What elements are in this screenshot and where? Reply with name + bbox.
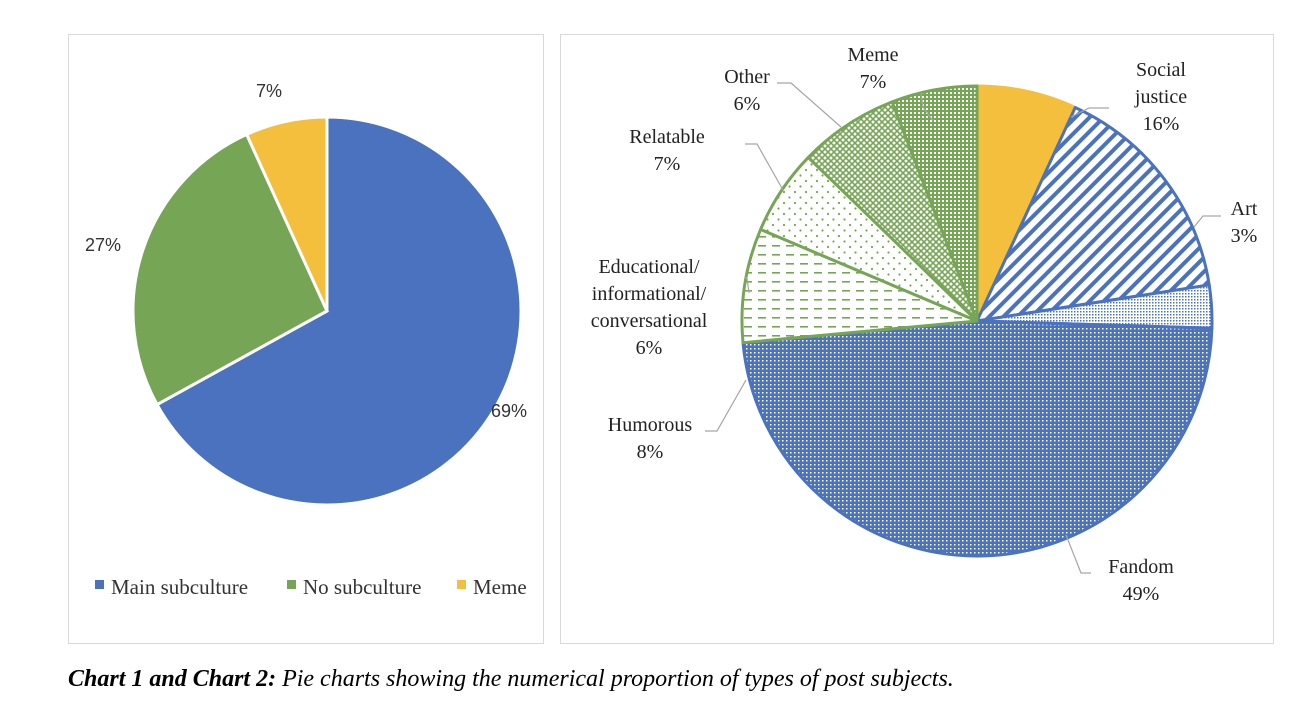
legend-swatch	[287, 580, 296, 589]
pie-slice-social-justice	[975, 106, 1211, 323]
leader-line-art	[1193, 215, 1221, 228]
legend-item-main-subculture: Main subculture	[95, 575, 248, 599]
leader-line-educational-informational-conversational	[745, 277, 750, 294]
legend-label: Meme	[473, 575, 527, 599]
slice-label-other: Other 6%	[724, 66, 770, 115]
slice-label-meme: 7%	[256, 81, 282, 101]
leader-line-other	[777, 82, 842, 128]
chart-2-pie: Meme 7% Social justice 16% Art 3% Fandom 49% Humo…	[591, 44, 1258, 605]
caption-bold: Chart 1 and Chart 2:	[68, 666, 277, 692]
pie-slice-humorous	[740, 227, 979, 345]
slice-label-social-justice: Social justice 16%	[1134, 59, 1187, 135]
figure-caption: Chart 1 and Chart 2: Pie charts showing …	[68, 666, 1268, 693]
pie-slice-other	[890, 84, 979, 323]
leader-line-social-justice	[1070, 107, 1109, 118]
legend-swatch	[95, 580, 104, 589]
slice-label-fandom: Fandom 49%	[1108, 556, 1174, 605]
caption-text: Pie charts showing the numerical proport…	[276, 666, 954, 692]
slice-label-meme: Meme 7%	[847, 44, 898, 93]
legend-item-meme: Meme	[457, 575, 527, 599]
pie-slice-no-subculture	[131, 132, 329, 407]
pie-slice-meme	[244, 115, 329, 312]
legend-label: No subculture	[303, 575, 421, 599]
slice-label-educational-informational-conversational: Educational/informational/conversational…	[591, 256, 708, 359]
chart-1-pie: 69% 27% 7% Main subculture No subculture Meme	[85, 81, 527, 599]
legend-label: Main subculture	[111, 575, 248, 599]
chart-1-panel: 69% 27% 7% Main subculture No subculture Meme	[68, 34, 544, 644]
leader-line-humorous	[705, 379, 747, 432]
leader-line-relatable	[745, 143, 784, 191]
slice-label-art: Art 3%	[1231, 198, 1258, 247]
legend-item-no-subculture: No subculture	[287, 575, 421, 599]
slice-label-humorous: Humorous 8%	[608, 414, 693, 463]
leader-line-meme	[920, 92, 934, 122]
chart-2-panel: Meme 7% Social justice 16% Art 3% Fandom 49% Humo…	[560, 34, 1274, 644]
pie-slice-fandom	[741, 319, 1214, 558]
slice-label-no-subculture: 27%	[85, 235, 121, 255]
pie-slice-main-subculture	[155, 115, 523, 507]
slice-label-main-subculture: 69%	[491, 401, 527, 421]
slice-label-relatable: Relatable 7%	[629, 126, 705, 175]
leader-line-fandom	[1065, 534, 1091, 574]
legend-swatch	[457, 580, 466, 589]
